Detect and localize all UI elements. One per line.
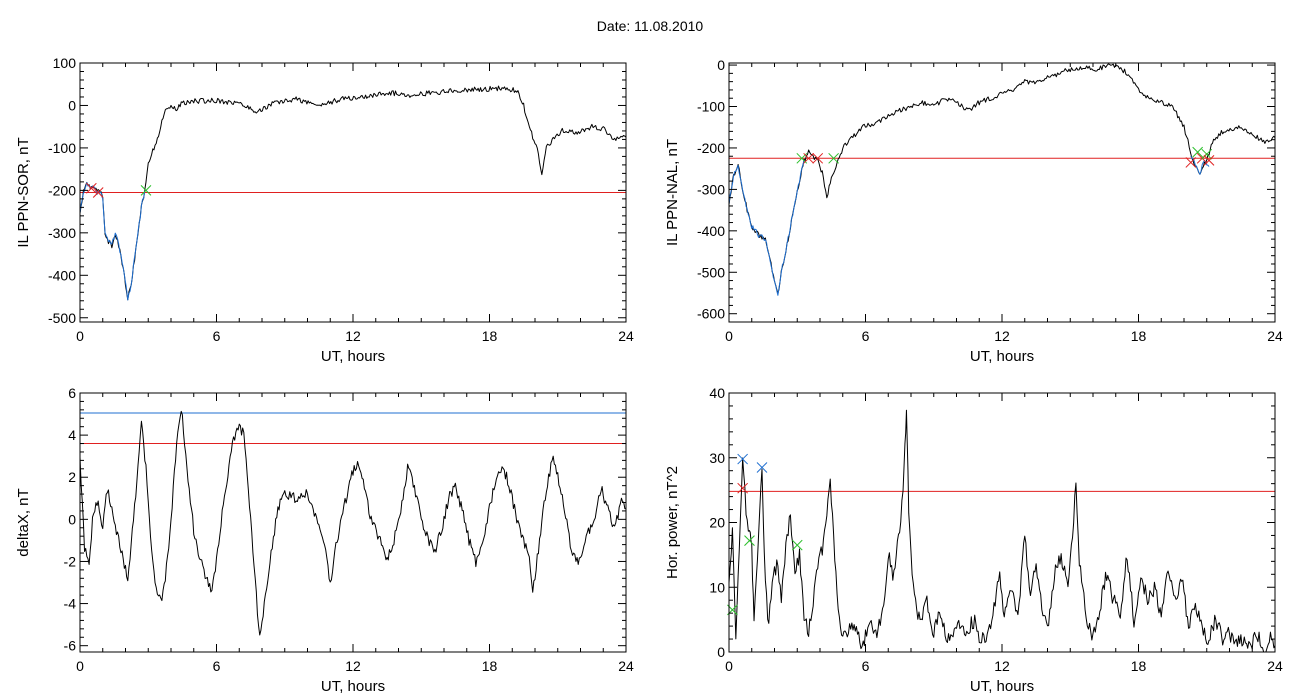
x-tick-label: 0 [76, 328, 84, 344]
marker-green [828, 152, 840, 164]
y-tick-label: 100 [53, 55, 77, 71]
y-tick-label: -4 [64, 596, 77, 612]
y-tick-label: -400 [697, 223, 725, 239]
marker-green [1201, 148, 1213, 160]
y-axis-title: Hor. power, nT^2 [664, 466, 681, 579]
y-tick-label: 2 [68, 469, 76, 485]
y-tick-label: 0 [68, 97, 76, 113]
x-tick-label: 6 [862, 328, 870, 344]
y-axis-title: deltaX, nT [15, 488, 32, 556]
marker-green [744, 535, 755, 546]
y-tick-label: -200 [697, 140, 725, 156]
marker-red [86, 182, 97, 194]
chart-p2: 0 6 12 18 24 -600 -500 -400 -300 -200 -100 0 UT, hou… [664, 57, 1283, 365]
y-tick-label: 20 [709, 515, 725, 531]
date-value: 11.08.2010 [634, 18, 704, 34]
y-tick-label: -2 [64, 553, 77, 569]
chart-p4: 0 6 12 18 24 0 10 20 30 40 UT, hours Hor. power, nT… [664, 385, 1283, 695]
x-tick-label: 6 [862, 658, 870, 674]
series-line-blue [80, 182, 146, 301]
y-axis-title: IL PPN-NAL, nT [664, 139, 681, 246]
y-tick-label: -400 [48, 267, 76, 283]
x-tick-label: 12 [994, 328, 1010, 344]
y-tick-label: -500 [697, 264, 725, 280]
y-tick-label: -600 [697, 306, 725, 322]
marker-green [791, 539, 803, 551]
x-tick-label: 6 [213, 328, 221, 344]
plot-frame [79, 392, 627, 653]
marker-green [1192, 146, 1204, 158]
marker-red [737, 482, 749, 494]
marker-red [812, 152, 824, 164]
plot-frame [728, 392, 1276, 653]
marker-red [1203, 155, 1215, 166]
y-tick-label: 0 [717, 644, 725, 660]
plot-frame [728, 62, 1276, 323]
x-tick-label: 18 [482, 658, 498, 674]
marker-blue [737, 453, 749, 465]
x-tick-label: 12 [345, 328, 361, 344]
y-tick-label: 40 [709, 385, 725, 401]
y-tick-label: 0 [717, 57, 725, 73]
x-axis-title: UT, hours [321, 678, 385, 695]
series-line-blue [729, 160, 805, 296]
y-tick-label: 10 [709, 579, 725, 595]
y-tick-label: 4 [68, 427, 76, 443]
x-tick-label: 24 [1267, 658, 1283, 674]
x-tick-label: 0 [725, 328, 733, 344]
series-line-black [729, 63, 1275, 294]
x-tick-label: 18 [482, 328, 498, 344]
y-tick-label: -100 [697, 99, 725, 115]
marker-red [803, 152, 814, 164]
x-tick-label: 0 [76, 658, 84, 674]
x-tick-label: 18 [1131, 328, 1147, 344]
x-tick-label: 24 [618, 658, 634, 674]
y-tick-label: -300 [48, 225, 76, 241]
marker-green [140, 185, 152, 196]
x-tick-label: 12 [994, 658, 1010, 674]
series-line-black [729, 409, 1275, 652]
x-tick-label: 6 [213, 658, 221, 674]
y-tick-label: -200 [48, 182, 76, 198]
y-tick-label: -500 [48, 310, 76, 326]
y-tick-label: 0 [68, 511, 76, 527]
x-tick-label: 12 [345, 658, 361, 674]
x-tick-label: 18 [1131, 658, 1147, 674]
y-tick-label: -300 [697, 181, 725, 197]
y-tick-label: 6 [68, 385, 76, 401]
y-tick-label: 30 [709, 450, 725, 466]
x-tick-label: 0 [725, 658, 733, 674]
series-line-black [80, 410, 626, 636]
chart-header: Date: 11.08.2010 [0, 18, 1300, 34]
marker-red [1185, 157, 1197, 168]
series-line-black [80, 85, 626, 301]
y-tick-label: -100 [48, 140, 76, 156]
date-label: Date: [596, 18, 631, 34]
y-axis-title: IL PPN-SOR, nT [15, 137, 32, 247]
x-axis-title: UT, hours [321, 348, 385, 365]
marker-red [92, 187, 104, 198]
marker-blue [756, 462, 768, 473]
chart-p1: 0 6 12 18 24 -500 -400 -300 -200 -100 0 100 UT, hour… [15, 55, 634, 365]
x-axis-title: UT, hours [970, 678, 1034, 695]
y-tick-label: -6 [64, 638, 77, 654]
x-axis-title: UT, hours [970, 348, 1034, 365]
x-tick-label: 24 [618, 328, 634, 344]
x-tick-label: 24 [1267, 328, 1283, 344]
